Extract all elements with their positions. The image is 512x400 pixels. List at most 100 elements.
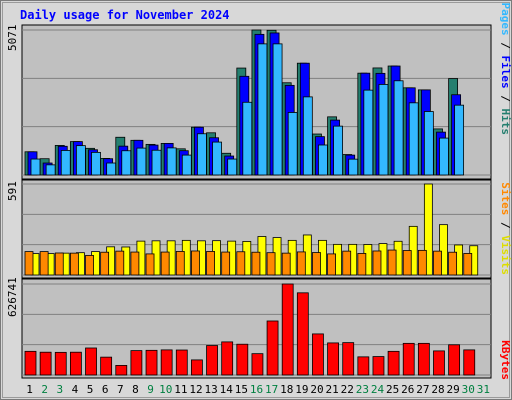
bar-kbytes-day-9 [145,349,158,376]
bar-kbytes-day-26 [402,342,415,376]
x-tick-label-10: 10 [159,383,172,396]
bar-pages-day-24 [378,84,389,176]
x-tick-label-12: 12 [189,383,202,396]
legend-sep: / [499,215,512,235]
bar-sites-day-1 [24,251,34,276]
bar-sites-day-9 [145,253,155,276]
x-tick-label-28: 28 [431,383,444,396]
bar-kbytes-day-19 [296,292,309,376]
x-tick-label-7: 7 [117,383,124,396]
bar-pages-day-25 [393,80,404,176]
bar-kbytes-day-4 [69,351,82,376]
x-tick-label-11: 11 [174,383,187,396]
x-tick-label-29: 29 [447,383,460,396]
x-tick-label-8: 8 [132,383,139,396]
bar-kbytes-day-14 [221,341,234,376]
bar-kbytes-day-25 [387,350,400,376]
chart-title: Daily usage for November 2024 [20,8,230,22]
bar-pages-day-6 [106,162,117,176]
x-tick-label-31: 31 [477,383,490,396]
legend-middle: Sites / Visits [499,182,512,275]
legend-pages: Pages [499,3,512,36]
axis-label-top: 5071 [6,25,19,52]
bar-kbytes-day-5 [85,347,97,376]
bar-sites-day-26 [402,250,412,276]
bar-sites-day-12 [191,250,200,276]
bar-pages-day-18 [287,112,298,176]
bar-kbytes-day-22 [342,342,355,376]
bottom-max-label: 626741 [6,277,19,317]
bar-kbytes-day-1 [24,350,37,376]
bar-pages-day-21 [333,125,343,176]
bar-sites-day-10 [160,251,170,276]
bar-visits-day-27 [423,183,433,276]
bar-kbytes-day-27 [417,342,430,376]
bar-pages-day-20 [318,144,328,176]
bar-sites-day-15 [236,251,246,276]
bar-pages-day-3 [60,150,71,176]
bar-pages-day-12 [197,133,207,176]
legend-sep: / [499,89,512,109]
legend-hits: Hits [499,109,512,136]
bar-pages-day-5 [91,151,101,176]
bar-kbytes-day-6 [100,356,113,376]
bar-pages-day-2 [45,164,56,176]
x-tick-label-14: 14 [220,383,234,396]
bar-sites-day-17 [266,252,276,276]
axis-label-middle: 591 [6,181,19,201]
bar-sites-day-28 [433,250,442,276]
x-tick-label-2: 2 [41,383,48,396]
x-tick-label-25: 25 [386,383,399,396]
bar-sites-day-18 [281,252,291,276]
bar-pages-day-28 [439,137,449,176]
bar-kbytes-day-8 [130,350,143,376]
bar-sites-day-21 [327,253,336,276]
bar-sites-day-11 [175,251,185,276]
bar-kbytes-day-24 [372,356,385,376]
panel-top [21,24,492,180]
bar-pages-day-26 [408,102,419,176]
bar-kbytes-day-20 [312,333,324,376]
x-tick-label-26: 26 [401,383,414,396]
bar-sites-day-7 [115,250,125,276]
bar-kbytes-day-15 [236,343,249,376]
x-tick-label-13: 13 [204,383,217,396]
bar-pages-day-14 [227,158,238,176]
bar-sites-day-5 [85,255,94,276]
bar-visits-day-28 [439,224,448,276]
bar-pages-day-8 [136,147,147,176]
bar-pages-day-1 [30,158,41,176]
x-tick-label-3: 3 [57,383,64,396]
bar-pages-day-19 [302,96,313,176]
bar-pages-day-15 [242,101,253,176]
x-tick-label-27: 27 [416,383,429,396]
bar-kbytes-day-2 [39,351,52,376]
bar-pages-day-23 [363,89,374,176]
bar-sites-day-20 [312,252,321,276]
x-tick-label-1: 1 [26,383,33,396]
bar-kbytes-day-3 [54,351,67,376]
bar-pages-day-22 [348,158,359,176]
bar-pages-day-11 [181,154,192,176]
bar-sites-day-14 [221,251,231,276]
x-tick-label-21: 21 [326,383,339,396]
bar-sites-day-29 [448,251,458,276]
bar-sites-day-23 [357,253,367,276]
x-tick-label-23: 23 [356,383,369,396]
bar-sites-day-22 [342,250,352,276]
legend-top: Pages / Files / Hits [499,3,512,136]
bar-sites-day-27 [417,249,427,276]
bar-pages-day-13 [212,141,222,176]
legend-bottom: KBytes [499,340,512,380]
x-tick-label-15: 15 [235,383,248,396]
bar-sites-day-3 [54,252,64,276]
bar-sites-day-6 [100,251,110,276]
bar-sites-day-8 [130,251,140,276]
middle-max-label: 591 [6,181,19,201]
x-tick-label-30: 30 [462,383,475,396]
bar-pages-day-16 [257,43,268,176]
x-tick-label-20: 20 [310,383,323,396]
bar-pages-day-9 [151,149,162,176]
bar-pages-day-10 [166,147,177,176]
